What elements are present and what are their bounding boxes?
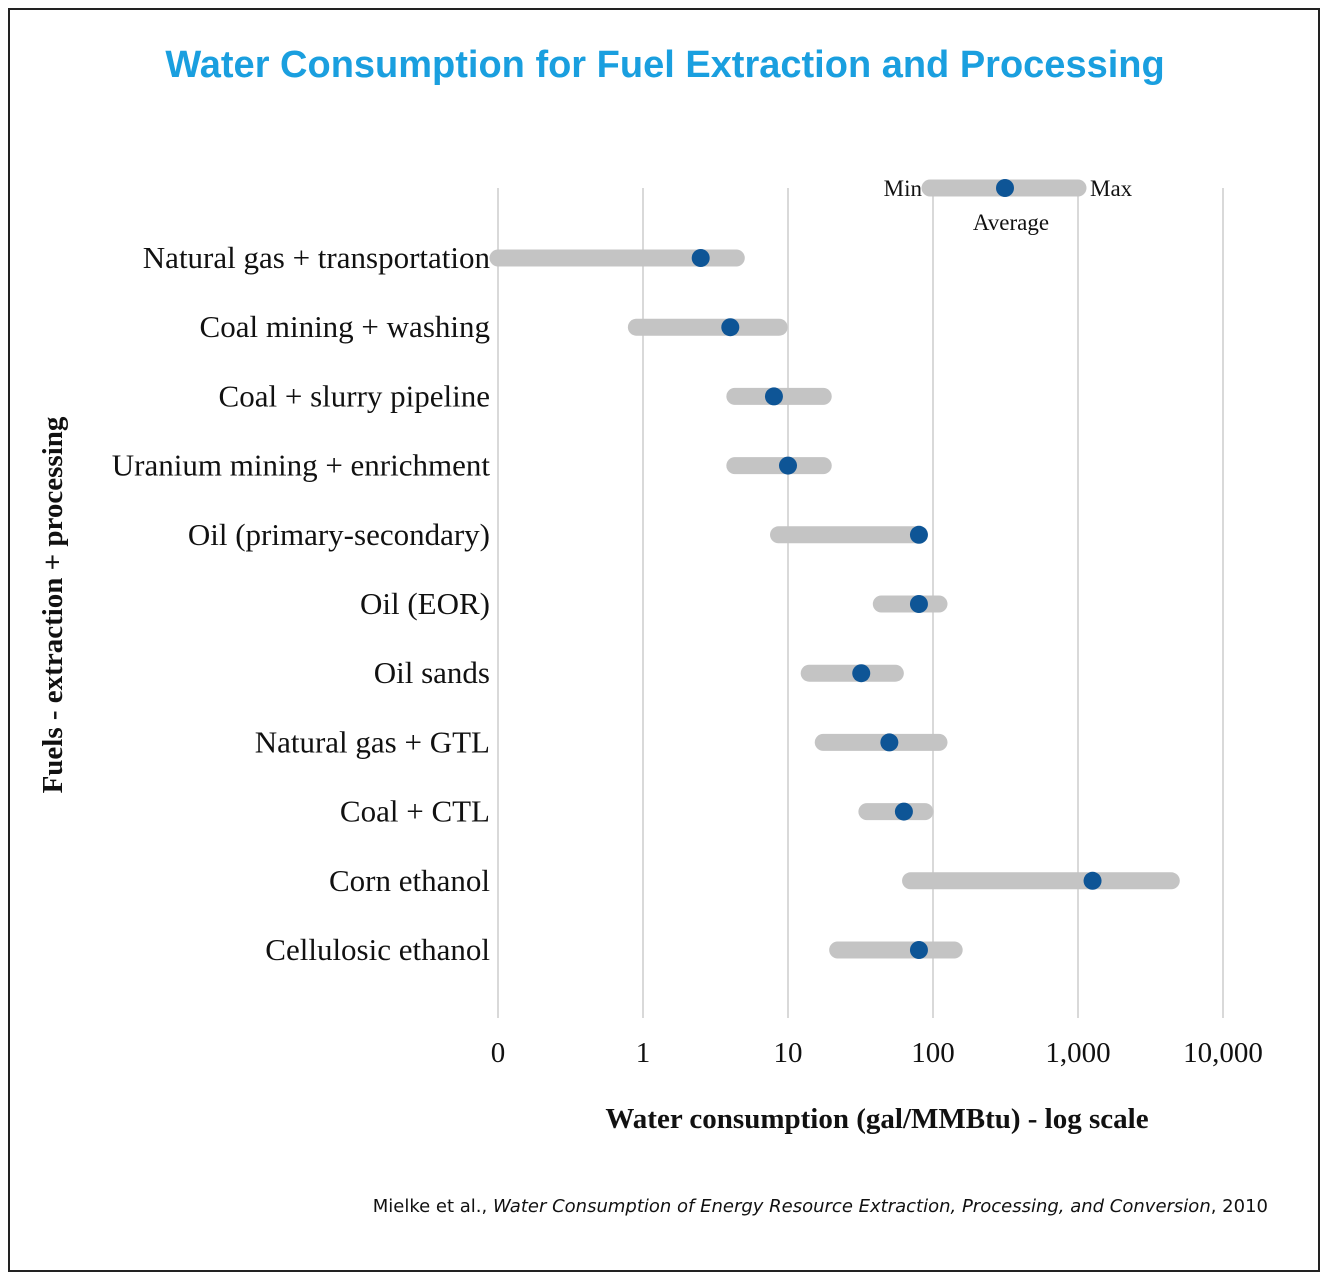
legend-average-dot [996,179,1014,197]
category-label: Coal mining + washing [200,309,490,344]
category-label: Natural gas + transportation [143,240,491,275]
average-dot [721,318,740,337]
category-label: Oil sands [374,655,490,690]
gridlines [497,188,1224,1018]
average-dot [894,802,913,821]
category-label: Oil (EOR) [360,586,490,621]
citation: Mielke et al., Water Consumption of Ener… [373,1196,1268,1217]
category-label: Natural gas + GTL [255,724,490,759]
category-label: Coal + CTL [340,794,490,829]
legend-max-label: Max [1090,176,1133,201]
citation-year: , 2010 [1210,1196,1268,1217]
category-label: Coal + slurry pipeline [219,378,490,413]
average-dot [909,941,928,959]
category-labels: Natural gas + transportation Coal mining … [112,240,491,967]
x-tick-label: 10,000 [1183,1037,1263,1069]
legend-average-label: Average [973,210,1049,235]
category-label: Corn ethanol [329,863,490,898]
y-axis-label: Fuels - extraction + processing [37,416,69,793]
x-tick-label: 1,000 [1045,1037,1110,1069]
legend-min-label: Min [884,176,923,201]
average-dot [909,525,928,544]
range-bars [489,249,1180,959]
chart-title: Water Consumption for Fuel Extraction an… [165,44,1165,86]
x-tick-label: 100 [911,1037,955,1069]
average-dot [852,664,871,683]
category-label: Oil (primary-secondary) [188,517,490,552]
legend: Min Max Average [884,176,1133,235]
figure-frame [8,8,1320,1272]
citation-authors: Mielke et al., [372,1196,488,1217]
x-tick-label: 10 [774,1037,803,1069]
citation-work: Water Consumption of Energy Resource Ext… [492,1196,1211,1217]
x-axis-label: Water consumption (gal/MMBtu) - log scal… [605,1103,1148,1135]
average-dot [880,733,899,752]
average-dot [909,595,928,613]
x-tick-label: 1 [636,1037,651,1069]
average-dot [1083,871,1102,890]
x-tick-labels: 0 1 10 100 1,000 10,000 [491,1037,1263,1069]
category-label: Uranium mining + enrichment [112,448,491,483]
x-tick-label: 0 [491,1037,506,1069]
average-dot [764,387,783,406]
category-label: Cellulosic ethanol [265,932,490,967]
average-dot [779,456,797,475]
average-dot [691,249,710,267]
